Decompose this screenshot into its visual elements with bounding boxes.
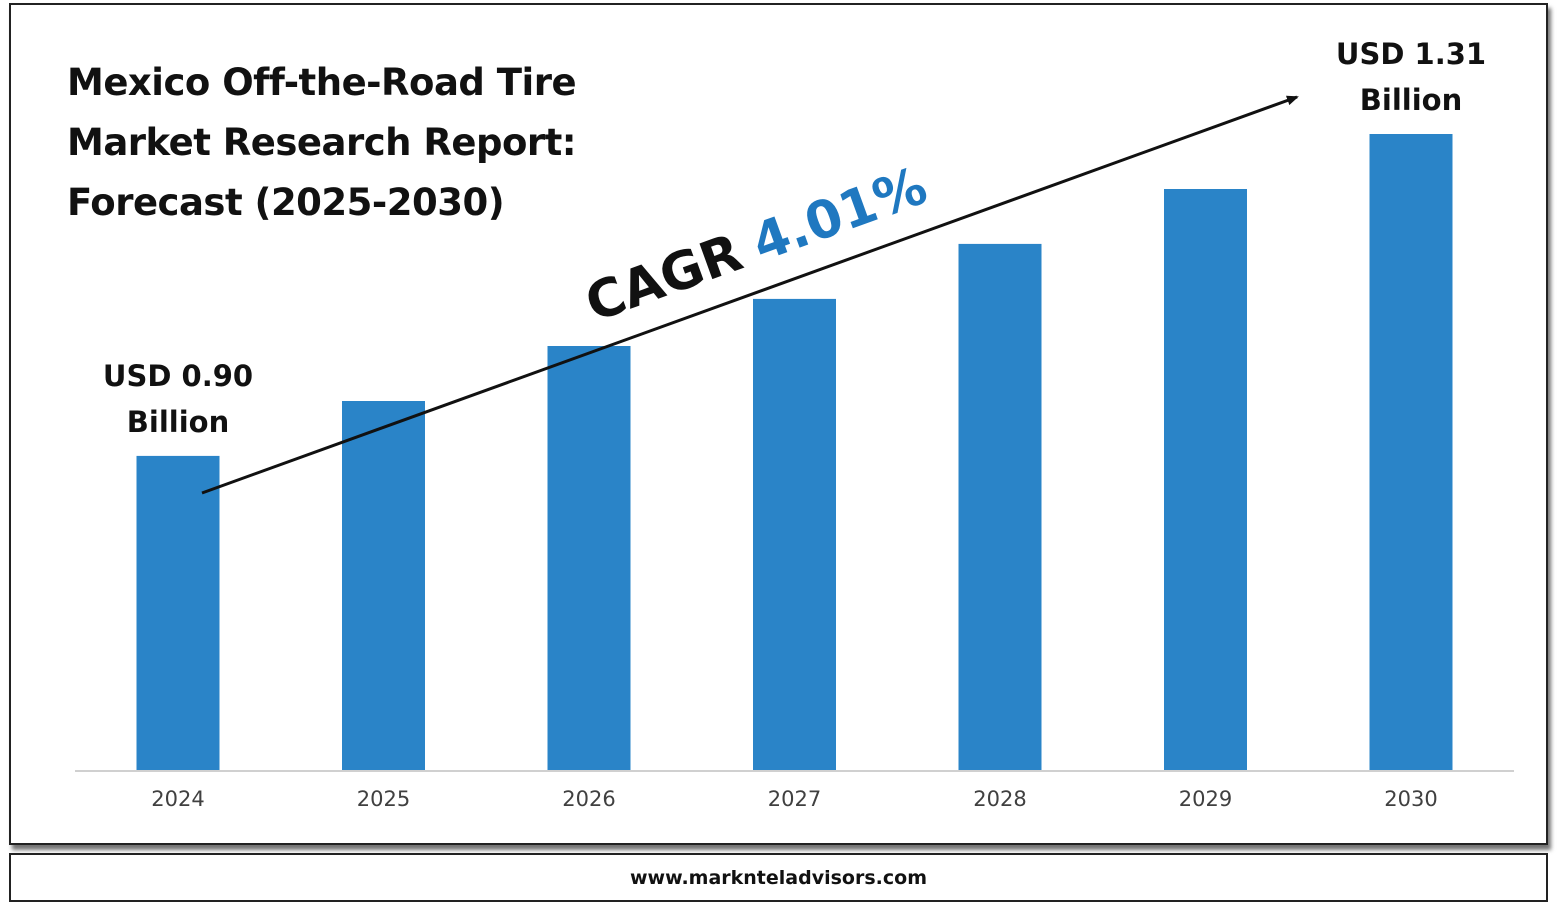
title-line-3: Forecast (2025-2030) bbox=[67, 181, 505, 224]
chart-title: Mexico Off-the-Road Tire Market Research… bbox=[67, 53, 577, 233]
title-line-1: Mexico Off-the-Road Tire bbox=[67, 61, 577, 104]
bar-2030 bbox=[1369, 134, 1453, 770]
x-tick-label-2028: 2028 bbox=[973, 787, 1026, 811]
bar-2024 bbox=[136, 455, 220, 770]
cagr-label-text: CAGR bbox=[578, 223, 750, 334]
x-tick-label-2030: 2030 bbox=[1384, 787, 1437, 811]
x-tick-label-2024: 2024 bbox=[151, 787, 204, 811]
bar-2027 bbox=[753, 298, 836, 770]
title-line-2: Market Research Report: bbox=[67, 121, 577, 164]
bar-2029 bbox=[1164, 189, 1247, 770]
x-tick-label-2026: 2026 bbox=[562, 787, 615, 811]
bar-2028 bbox=[958, 243, 1042, 770]
x-tick-label-2029: 2029 bbox=[1179, 787, 1232, 811]
footer-website: www.marknteladvisors.com bbox=[630, 867, 927, 889]
cagr-trend-arrow bbox=[201, 95, 1299, 495]
bar-2025 bbox=[342, 401, 425, 770]
cagr-value: 4.01% bbox=[745, 156, 935, 274]
bar-chart: 2024 2025 2026 2027 2028 2029 2030 USD 0.90 Bil… bbox=[75, 37, 1514, 811]
data-label-2024: USD 0.90 Billion bbox=[103, 359, 253, 439]
data-label-2030: USD 1.31 Billion bbox=[1336, 37, 1486, 117]
footer-bar: www.marknteladvisors.com bbox=[9, 853, 1548, 902]
x-tick-label-2027: 2027 bbox=[768, 787, 821, 811]
x-tick-label-2025: 2025 bbox=[357, 787, 410, 811]
bar-2026 bbox=[547, 346, 631, 770]
